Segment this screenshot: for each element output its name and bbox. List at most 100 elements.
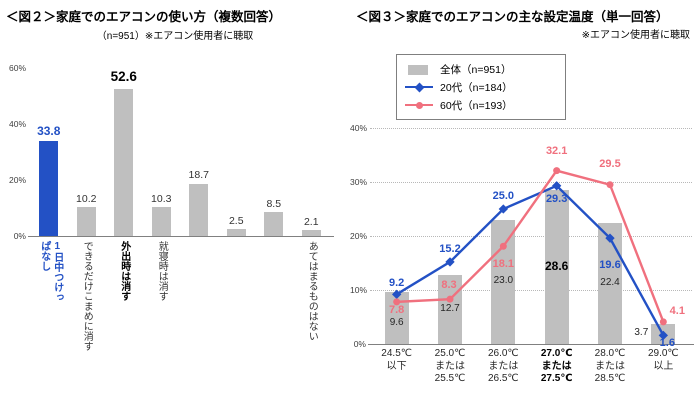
fig3-point-label: 19.6 [599,259,621,272]
fig3-category-label: 29.0℃ 以上 [636,348,690,373]
fig2-value-label: 52.6 [110,68,137,84]
fig3-legend: 全体（n=951） 20代（n=184） 60代（n=193） [396,54,566,120]
fig3-category-line: 25.5℃ [434,373,466,384]
fig3-category-line: 以下 [386,360,407,372]
fig3-gridline [370,290,692,291]
fig3-point-label: 9.2 [389,277,405,290]
fig3-point-label: 1.6 [659,337,675,350]
fig3-ytick: 40% [350,123,368,133]
fig2-bar [189,183,209,236]
fig3-marker-circle [553,167,561,175]
fig3-point-label: 32.1 [545,144,568,157]
fig3-marker-circle [606,181,614,189]
fig3-marker-circle [499,242,507,250]
fig3-point-label: 25.0 [492,190,515,202]
fig2-bar [264,212,284,236]
fig2-bar [226,229,246,236]
fig3-legend-row: 20代（n=184） [405,78,557,96]
fig2-subtitle: （n=951）※エアコン使用者に聴取 [96,31,254,42]
fig2-value-label: 2.5 [228,214,244,227]
fig2-aircon-usage-chart: ＜図２＞家庭でのエアコンの使い方（複数回答） （n=951）※エアコン使用者に聴… [6,10,334,351]
fig3-point-label: 7.8 [389,303,405,316]
fig2-value-label: 10.2 [76,192,97,205]
fig2-x-axis [28,236,334,237]
fig2-value-label: 33.8 [37,124,61,139]
fig3-bar [491,219,516,344]
fig2-category-label: あてはまるものはない [306,241,318,341]
fig3-category-line: 26.5℃ [487,373,519,384]
fig2-bar [114,88,134,236]
fig3-line-age20s [396,184,665,336]
fig2-value-label: 18.7 [188,169,209,182]
fig3-lines-layer [391,167,669,341]
fig3-category-line: または [488,360,519,372]
legend-circle [415,101,423,109]
fig2-value-label: 2.1 [303,215,319,228]
fig3-category-line: 27.5℃ [540,373,573,384]
fig2-ytick: 0% [13,231,26,241]
fig3-legend-row: 60代（n=193） [405,96,557,114]
fig3-bar [438,275,462,344]
fig2-bar [39,141,59,236]
fig3-category-line: 29.0℃ [647,348,679,359]
legend-circle-icon [405,98,435,112]
fig3-gridline [370,182,692,183]
fig3-marker-circle [659,318,667,326]
fig3-subtitle: ※エアコン使用者に聴取 [581,30,690,41]
fig3-category-line: または [595,360,625,372]
fig2-ytick: 20% [8,175,26,185]
fig2-title: ＜図２＞家庭でのエアコンの使い方（複数回答） [6,10,282,24]
fig3-bar-label: 9.6 [389,317,404,329]
fig2-ytick: 40% [8,119,26,129]
fig3-category-line: 24.5℃ [381,348,412,359]
fig3-category-line: 28.0℃ [594,348,626,359]
fig3-bar-label: 3.7 [634,327,649,338]
fig3-point-label: 18.1 [492,258,515,271]
fig2-value-label: 8.5 [266,197,282,210]
fig3-point-label: 29.5 [599,157,621,170]
fig3-category-line: 25.0℃ [434,348,466,359]
fig3-bar [598,223,622,344]
fig3-gridline [370,236,692,237]
fig3-category-line: 以上 [653,360,674,372]
fig3-legend-label: 20代（n=184） [440,81,513,94]
legend-swatch [408,64,428,75]
fig3-marker-diamond [605,233,615,243]
fig3-legend-label: 60代（n=193） [440,99,513,112]
fig2-category-label: 就寝時は消す [156,241,168,301]
fig3-temperature-chart: ＜図３＞家庭でのエアコンの主な設定温度（単一回答） ※エアコン使用者に聴取 全体… [350,0,700,416]
fig3-ytick: 10% [350,285,368,295]
fig3-category-line: または [435,360,465,372]
fig3-gridline [370,128,692,129]
fig3-category-label: 28.0℃ または 28.5℃ [583,348,637,386]
fig3-marker-circle [393,298,401,306]
fig3-point-label: 4.1 [669,304,685,317]
fig2-category-label: 外出時は消す [118,241,130,301]
legend-bar-swatch-icon [405,62,435,76]
fig3-category-line: 26.0℃ [487,348,519,359]
fig3-bar-label: 12.7 [440,302,460,314]
fig2-value-label: 10.3 [151,192,172,205]
fig3-bar-label: 28.6 [544,258,569,273]
fig3-category-line: または [541,360,572,372]
fig3-title: ＜図３＞家庭でのエアコンの主な設定温度（単一回答） [356,10,669,24]
fig3-point-label: 15.2 [439,242,461,255]
legend-diamond-icon [405,80,435,94]
fig3-category-label: 25.0℃ または 25.5℃ [423,348,477,386]
fig2-bar [151,207,171,236]
fig2-bar [301,230,321,236]
fig3-point-label: 8.3 [441,279,457,292]
fig3-ytick: 30% [350,177,368,187]
fig3-bar-label: 23.0 [493,274,514,286]
fig3-category-label: 27.0℃ または 27.5℃ [530,348,584,386]
fig3-line-age60s [396,169,665,323]
fig2-ytick: 60% [8,63,26,73]
fig3-category-line: 27.0℃ [540,348,573,359]
fig3-category-label: 24.5℃ 以下 [370,348,424,373]
fig3-bar-label: 22.4 [600,276,620,288]
fig3-point-label: 29.3 [545,192,568,205]
fig3-category-label: 26.0℃ または 26.5℃ [476,348,530,386]
fig3-legend-row: 全体（n=951） [405,60,557,78]
fig3-category-line: 28.5℃ [594,373,626,384]
fig2-plot-area: 0% 20% 40% 60% 33.8 1日中つけっぱなし 10.2 できるだけこまめに消す 5… [8,63,334,351]
